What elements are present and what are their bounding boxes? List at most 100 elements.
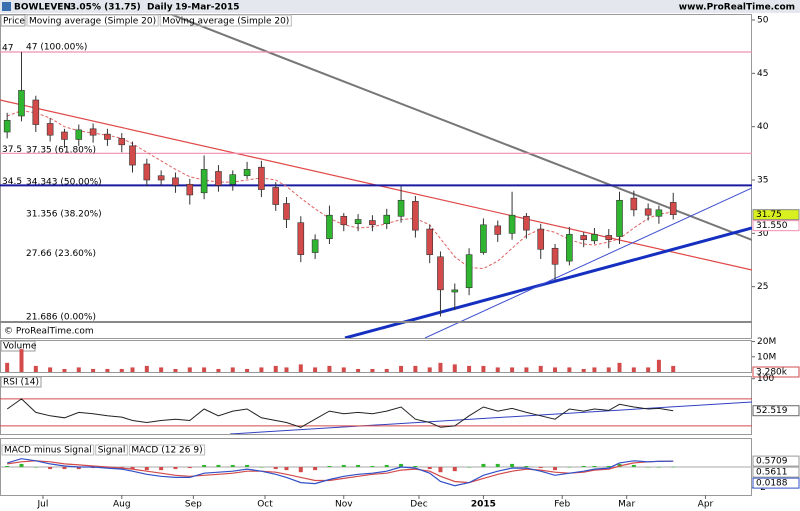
rsi-line <box>6 398 674 428</box>
volume-bar <box>384 368 389 372</box>
candle-body <box>397 199 405 217</box>
candle-body <box>369 220 376 226</box>
h-level-label: 37.5 <box>2 145 22 155</box>
y-tick-label: 20M <box>757 337 776 347</box>
macd-histogram-bar <box>187 467 192 469</box>
legend-entry: MACD (12 26 9) <box>131 446 202 456</box>
macd-histogram-bar <box>606 465 611 468</box>
h-level-label: 47 <box>2 44 13 54</box>
volume-bar <box>413 365 418 372</box>
y-tick-label: 50 <box>757 16 769 26</box>
fib-label: 27.66 (23.60%) <box>26 249 96 259</box>
last-value-label: 52.519 <box>756 406 788 416</box>
candle-body <box>480 224 487 253</box>
volume-bar <box>298 364 303 372</box>
candle-body <box>655 209 663 217</box>
legend-box <box>0 14 26 27</box>
last-value-box <box>752 209 800 221</box>
x-tick-label: Nov <box>335 500 353 510</box>
volume-bar <box>76 367 81 372</box>
site: www.ProRealTime.com <box>679 3 795 13</box>
panel-frames <box>0 14 752 496</box>
volume-bar <box>173 368 178 372</box>
volume-bar <box>538 365 543 372</box>
volume-bar <box>495 367 500 372</box>
volume-frame <box>0 340 752 373</box>
fib-label: 34.343 (50.00%) <box>26 178 102 188</box>
candle-body <box>340 215 348 226</box>
candle-body <box>630 197 638 211</box>
candle-body <box>605 235 613 241</box>
candle-body <box>426 228 434 255</box>
panel-title-box <box>0 376 42 388</box>
candle-body <box>172 177 179 186</box>
volume-bar <box>62 368 67 372</box>
volume-bar <box>48 367 53 372</box>
candle-body <box>61 131 68 140</box>
last-value-label: 0.5709 <box>756 457 788 467</box>
legend-overlay: Moving average (Simple 20) <box>29 17 156 27</box>
candle-body <box>451 289 459 293</box>
candle-body <box>89 128 97 136</box>
volume-bar <box>553 367 558 372</box>
last-value-label: 0.0188 <box>756 479 788 489</box>
last-value-box <box>752 477 800 489</box>
volume-bar <box>202 367 207 372</box>
last-value-box <box>752 220 800 232</box>
legend-entry: MACD minus Signal <box>4 446 92 456</box>
macd-histogram-bar <box>452 467 457 472</box>
x-tick-label: Feb <box>554 500 570 510</box>
candle-body <box>157 175 165 181</box>
macd-histogram-bar <box>467 467 472 468</box>
symbol-icon[interactable] <box>2 2 11 11</box>
y-tick-label: 10M <box>757 352 776 362</box>
x-tick-label: Aug <box>113 500 131 510</box>
macd-histogram-bar <box>216 464 221 468</box>
macd-histogram-bar <box>399 463 404 468</box>
macd-histogram-bar <box>230 464 235 468</box>
candle-body <box>46 123 54 136</box>
macd-histogram-bar <box>173 467 178 470</box>
macd-histogram-bar <box>5 465 10 468</box>
macd-histogram-bar <box>19 463 24 468</box>
candle-body <box>18 90 25 117</box>
volume-bar <box>646 367 651 372</box>
y-tick-label: 100 <box>757 374 774 384</box>
candle-body <box>75 129 83 140</box>
volume-bar <box>656 359 661 372</box>
volume-bar <box>592 367 597 372</box>
legend-entry-box <box>95 444 128 456</box>
volume-bar <box>187 367 192 372</box>
candle-body <box>354 219 362 225</box>
trendline <box>344 226 752 338</box>
legend-entry-box <box>128 444 206 456</box>
y-tick-label: 40 <box>757 122 769 132</box>
candle-body <box>215 171 222 186</box>
macd-histogram-bar <box>298 467 303 473</box>
x-tick-label: Oct <box>257 500 273 510</box>
y-tick-label: 25 <box>757 282 768 292</box>
volume-bar <box>144 365 149 372</box>
candle-body <box>118 138 126 146</box>
change: -3.05% (31.75) <box>66 3 141 13</box>
last-value-box <box>752 466 800 478</box>
last-value-box <box>752 405 800 417</box>
panel-title: RSI (14) <box>3 378 39 388</box>
candle-body <box>669 202 677 215</box>
volume-bar <box>216 368 221 372</box>
fib-label: 47 (100.00%) <box>26 43 87 53</box>
x-tick-label: Dec <box>410 500 427 510</box>
candle-body <box>465 254 473 289</box>
rsi-trendline <box>229 401 752 434</box>
candle-body <box>143 163 151 181</box>
volume-bar <box>341 367 346 372</box>
candle-body <box>283 203 290 220</box>
candle-body <box>383 214 391 225</box>
last-value-box <box>752 366 800 378</box>
macd-histogram-bar <box>313 467 318 471</box>
candle-body <box>229 174 237 185</box>
panel-title: Volume <box>3 342 37 352</box>
macd-histogram-bar <box>413 465 418 468</box>
volume-bar <box>356 368 361 372</box>
